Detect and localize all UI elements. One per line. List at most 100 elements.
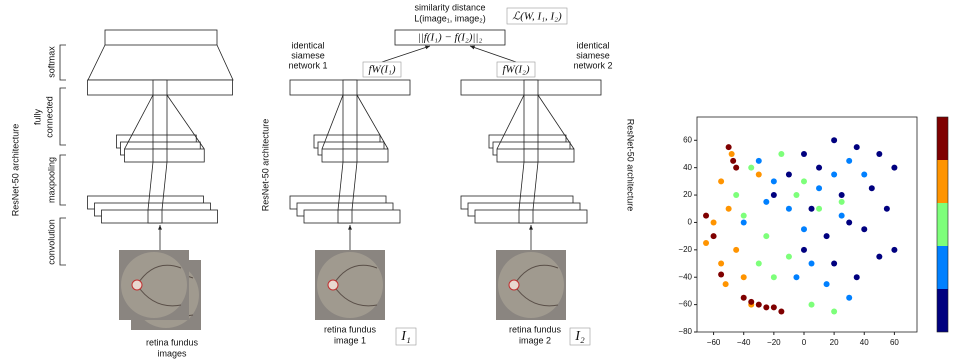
point [846, 219, 852, 225]
formula: fW(I₁) [368, 64, 395, 76]
layer [343, 149, 357, 162]
layer [153, 80, 167, 95]
x-tick-label: 20 [830, 338, 839, 347]
point [801, 247, 807, 253]
point [786, 172, 792, 178]
arrow-head [425, 46, 430, 50]
optic-disc [328, 280, 338, 290]
point [756, 158, 762, 164]
point [733, 247, 739, 253]
point [711, 233, 717, 239]
point [876, 254, 882, 260]
arrow-head [158, 225, 162, 230]
point [730, 158, 736, 164]
arrow-head [470, 46, 475, 50]
point [778, 308, 784, 314]
point [809, 302, 815, 308]
bracket [60, 155, 66, 205]
point [763, 304, 769, 310]
point [831, 308, 837, 314]
point [816, 185, 822, 191]
point [703, 213, 709, 219]
label: ResNet-50 architecture [10, 124, 20, 217]
layer [153, 149, 167, 162]
x-tick-label: −60 [707, 338, 721, 347]
point [831, 137, 837, 143]
point [771, 274, 777, 280]
arrow-head [348, 225, 352, 230]
point [729, 151, 735, 157]
point [741, 274, 747, 280]
arrow-head [529, 225, 533, 230]
y-tick-label: 20 [683, 190, 692, 199]
point [846, 295, 852, 301]
connector [382, 46, 430, 62]
point [824, 281, 830, 287]
bracket [60, 88, 66, 145]
point [816, 165, 822, 171]
optic-disc [509, 280, 519, 290]
caption: retina fundus [509, 324, 562, 334]
figure: softmax fully connected maxpooling convo… [0, 0, 953, 363]
y-tick-label: 0 [688, 218, 693, 227]
point [854, 144, 860, 150]
layer [105, 30, 217, 45]
point [756, 302, 762, 308]
label: network 2 [573, 60, 612, 70]
y-tick-label: 40 [683, 163, 692, 172]
point [891, 247, 897, 253]
point [861, 172, 867, 178]
softmax-trapezoid [88, 45, 233, 80]
point [763, 233, 769, 239]
point [733, 165, 739, 171]
point [839, 192, 845, 198]
layer [524, 149, 538, 162]
layer [524, 80, 538, 95]
colorbar-band [937, 117, 948, 160]
caption: image 2 [519, 335, 551, 345]
point [756, 172, 762, 178]
caption: similarity distance [414, 2, 485, 12]
label: convolution [46, 219, 56, 265]
label: softmax [46, 46, 56, 78]
point [824, 233, 830, 239]
point [741, 295, 747, 301]
point [831, 172, 837, 178]
colorbar-band [937, 289, 948, 332]
label: identical [291, 40, 324, 50]
formula: I₁ [400, 329, 411, 344]
point [741, 219, 747, 225]
y-tick-label: −80 [678, 327, 692, 336]
label: identical [576, 40, 609, 50]
point [786, 206, 792, 212]
point [703, 240, 709, 246]
point [718, 178, 724, 184]
point [801, 226, 807, 232]
caption: image 1 [334, 335, 366, 345]
formula: I₂ [574, 329, 585, 344]
label: siamese [576, 50, 610, 60]
layer [343, 80, 357, 95]
point [723, 281, 729, 287]
layer [338, 210, 352, 223]
point [861, 226, 867, 232]
caption: retina fundus [324, 324, 377, 334]
point [891, 165, 897, 171]
point [763, 199, 769, 205]
y-tick-label: −60 [678, 300, 692, 309]
caption: L(image₁, image₂) [414, 13, 486, 23]
label: fully [32, 109, 42, 126]
formula: ℒ(W, I₁, I₂) [512, 11, 562, 23]
y-tick-label: −20 [678, 245, 692, 254]
point [718, 261, 724, 267]
colorbar-band [937, 203, 948, 246]
point [748, 165, 754, 171]
point [748, 299, 754, 305]
optic-disc [132, 280, 142, 290]
point [793, 192, 799, 198]
caption: retina fundus [146, 337, 199, 347]
point [741, 213, 747, 219]
x-tick-label: 0 [802, 338, 807, 347]
fundus-disc [498, 252, 564, 318]
x-tick-label: 60 [890, 338, 899, 347]
